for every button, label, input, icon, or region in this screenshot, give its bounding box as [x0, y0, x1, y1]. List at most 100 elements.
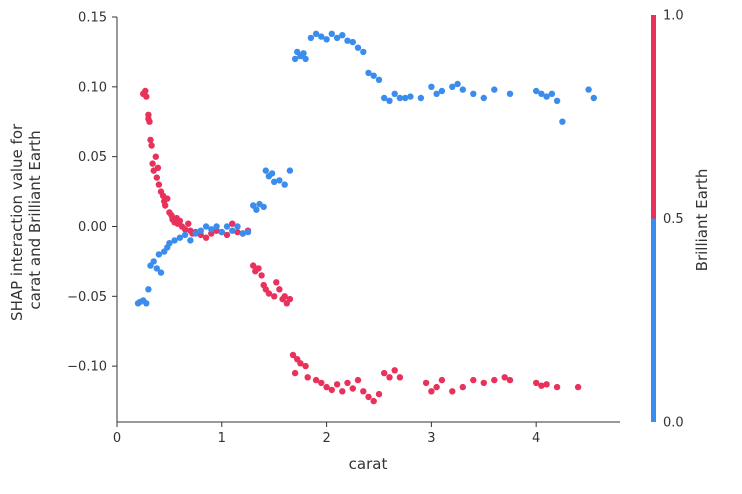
data-point — [449, 83, 456, 91]
y-tick-label: −0.05 — [67, 290, 107, 305]
data-point — [145, 115, 152, 123]
colorbar-label: Brilliant Earth — [693, 169, 711, 272]
data-point — [417, 94, 425, 102]
data-point — [480, 94, 487, 102]
colorbar-tick-label: 0.0 — [663, 416, 684, 431]
data-points — [134, 30, 597, 405]
data-point — [438, 87, 446, 95]
data-point — [234, 223, 241, 230]
data-point — [152, 153, 159, 160]
data-point — [360, 48, 367, 56]
data-point — [164, 195, 171, 202]
data-point — [328, 386, 335, 394]
data-point — [181, 226, 189, 233]
data-point — [181, 231, 189, 239]
data-point — [433, 90, 440, 98]
data-point — [171, 237, 178, 244]
data-point — [506, 376, 514, 384]
data-point — [143, 300, 150, 307]
data-point — [402, 94, 409, 102]
y-tick-label: 0.15 — [78, 11, 107, 26]
data-point — [155, 251, 163, 258]
data-point — [223, 231, 231, 239]
data-point — [438, 376, 446, 384]
data-point — [187, 237, 194, 244]
data-point — [273, 279, 280, 286]
data-point — [553, 383, 561, 391]
data-point — [333, 34, 341, 42]
data-point — [323, 383, 330, 391]
data-point — [501, 374, 508, 381]
data-point — [491, 376, 498, 384]
data-point — [154, 164, 162, 171]
data-point — [533, 87, 540, 95]
data-point — [375, 76, 383, 84]
data-point — [354, 376, 362, 384]
x-tick-label: 2 — [322, 431, 330, 446]
data-point — [291, 369, 299, 377]
data-point — [271, 293, 278, 300]
data-point — [318, 33, 325, 40]
data-point — [262, 167, 269, 174]
data-point — [349, 38, 356, 46]
data-point — [149, 160, 156, 167]
data-point — [318, 379, 325, 387]
data-point — [302, 362, 309, 370]
data-point — [370, 72, 377, 79]
x-axis-label: carat — [349, 455, 388, 473]
data-point — [289, 351, 297, 359]
data-point — [291, 55, 299, 63]
data-point — [239, 230, 246, 237]
data-point — [312, 30, 320, 37]
data-point — [328, 30, 335, 37]
data-point — [229, 220, 236, 227]
data-point — [506, 90, 514, 98]
data-point — [150, 258, 157, 265]
data-point — [323, 36, 330, 43]
y-axis-label: SHAP interaction value for carat and Bri… — [8, 119, 44, 321]
data-point — [344, 379, 351, 387]
data-point — [260, 203, 267, 211]
data-point — [300, 50, 307, 57]
data-point — [255, 265, 262, 272]
data-point — [153, 265, 160, 272]
data-point — [543, 381, 550, 388]
data-point — [229, 227, 236, 234]
data-point — [422, 379, 430, 387]
data-point — [386, 374, 393, 381]
x-tick-label: 3 — [427, 431, 435, 446]
y-tick-label: 0.00 — [78, 220, 107, 235]
data-point — [213, 223, 220, 230]
data-point — [143, 93, 150, 100]
data-point — [304, 374, 311, 381]
data-point — [297, 360, 304, 367]
data-point — [312, 376, 320, 384]
data-point — [543, 93, 550, 100]
x-tick-label: 1 — [218, 431, 226, 446]
data-point — [153, 174, 160, 181]
data-point — [360, 388, 367, 395]
data-point — [333, 381, 341, 388]
data-point — [349, 385, 356, 392]
y-tick-label: 0.05 — [78, 150, 107, 165]
data-point — [276, 177, 283, 184]
data-point — [162, 202, 169, 209]
data-point — [459, 383, 466, 391]
data-point — [302, 55, 309, 63]
data-point — [166, 240, 173, 247]
data-point — [585, 86, 592, 93]
data-point — [253, 206, 260, 213]
data-point — [344, 37, 351, 44]
data-point — [365, 69, 372, 77]
data-point — [459, 86, 466, 93]
data-point — [155, 181, 163, 188]
data-point — [339, 32, 346, 39]
data-point — [574, 383, 582, 391]
data-point — [145, 286, 152, 293]
data-point — [265, 290, 273, 297]
data-point — [142, 87, 149, 95]
data-point — [147, 136, 154, 144]
data-point — [470, 90, 477, 98]
data-point — [370, 397, 377, 405]
